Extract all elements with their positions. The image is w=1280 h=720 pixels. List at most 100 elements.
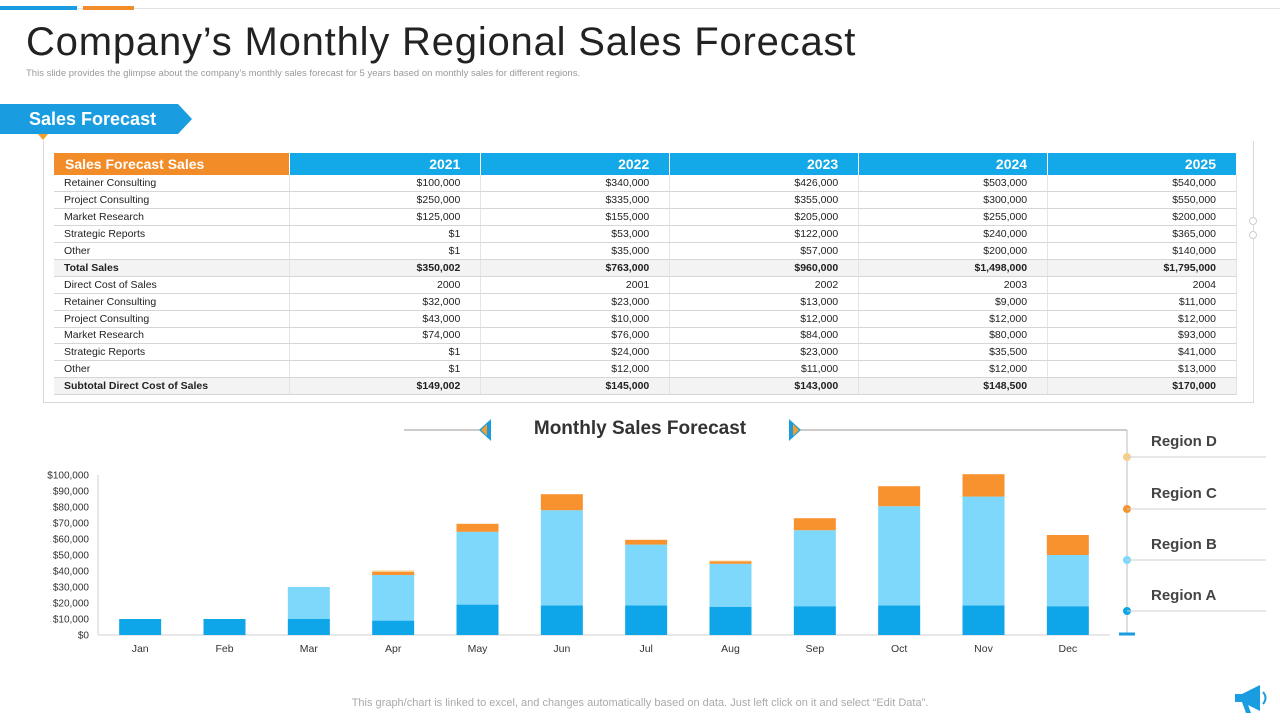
bar-region-c-may [456,523,499,532]
scroll-dot-icon [1249,231,1257,239]
y-tick-label: $80,000 [53,503,90,514]
x-tick-label: Jun [553,643,570,655]
table-cell: $205,000 [669,208,860,227]
table-cell: $43,000 [289,310,482,328]
row-label: Project Consulting [54,310,291,328]
table-cell: $1,498,000 [858,259,1049,277]
bar-region-c-apr [372,571,415,575]
table-cell: $35,000 [480,242,671,260]
table-cell: $300,000 [858,191,1049,210]
legend-region-a: Region A [1151,587,1217,604]
table-cell: $53,000 [480,225,671,244]
y-tick-label: $50,000 [53,551,90,562]
y-tick-label: $30,000 [53,583,90,594]
table-cell: $12,000 [480,360,671,379]
bar-region-b-jun [540,510,583,606]
legend-region-b: Region B [1151,536,1217,553]
table-row: Total Sales $350,002 $763,000 $960,000 $1,49… [54,259,1237,277]
top-divider [0,8,1280,9]
row-label: Strategic Reports [54,225,291,244]
section-banner: Sales Forecast [0,104,192,134]
table-cell: $23,000 [480,293,671,311]
x-tick-label: Dec [1058,643,1077,655]
bar-region-a-aug [709,607,752,635]
banner-pointer-icon [38,134,48,140]
table-cell: 2004 [1047,276,1237,294]
page-subtitle: This slide provides the glimpse about th… [26,68,581,79]
bar-region-c-oct [878,486,921,507]
bar-region-c-sep [793,518,836,531]
legend-region-c: Region C [1151,485,1217,502]
table-cell: $100,000 [289,175,482,193]
table-cell: $170,000 [1047,377,1237,396]
bar-region-a-sep [793,606,836,635]
table-cell: $250,000 [289,191,482,210]
table-cell: $148,500 [858,377,1049,396]
y-tick-label: $100,000 [47,471,89,482]
table-cell: $12,000 [1047,310,1237,328]
table-cell: $9,000 [858,293,1049,311]
table-cell: $1,795,000 [1047,259,1237,277]
bar-region-a-apr [372,620,415,635]
chevron-left-accent [481,424,487,436]
table-cell: $74,000 [289,327,482,345]
table-cell: 2003 [858,276,1049,294]
table-cell: $1 [289,225,482,244]
table-cell: $340,000 [480,175,671,193]
y-tick-label: $70,000 [53,519,90,530]
x-tick-label: Jan [132,643,149,655]
table-cell: $550,000 [1047,191,1237,210]
table-cell: 2002 [669,276,860,294]
table-cell: $335,000 [480,191,671,210]
table-cell: $1 [289,360,482,379]
row-label: Subtotal Direct Cost of Sales [54,377,291,396]
footer-note: This graph/chart is linked to excel, and… [351,697,929,709]
y-tick-label: $60,000 [53,535,90,546]
row-label: Retainer Consulting [54,175,291,193]
x-tick-label: Sep [805,643,824,655]
table-row: Subtotal Direct Cost of Sales $149,002 $14… [54,377,1237,396]
row-label: Strategic Reports [54,343,291,362]
table-header-label: Sales Forecast Sales [54,153,291,175]
table-cell: $93,000 [1047,327,1237,345]
bar-region-a-jul [625,605,668,635]
table-cell: $149,002 [289,377,482,396]
y-tick-label: $10,000 [53,615,90,626]
table-row: Other $1 $35,000 $57,000 $200,000 $140,000 [54,242,1237,260]
table-cell: $140,000 [1047,242,1237,260]
table-cell: $355,000 [669,191,860,210]
table-cell: $35,500 [858,343,1049,362]
bar-region-a-feb [203,619,246,635]
y-tick-label: $0 [78,631,90,642]
table-cell: 2000 [289,276,482,294]
table-header-year: 2021 [289,153,482,175]
bar-region-a-nov [962,605,1005,635]
chart-title: Monthly Sales Forecast [533,418,747,439]
bar-region-a-dec [1046,606,1089,635]
table-row: Strategic Reports $1 $53,000 $122,000 $240,0… [54,225,1237,244]
legend-region-d: Region D [1151,433,1217,450]
bar-region-a-mar [287,619,330,635]
row-label: Market Research [54,327,291,345]
bar-region-b-apr [372,575,415,621]
row-label: Project Consulting [54,191,291,210]
table-cell: $125,000 [289,208,482,227]
page-title: Company’s Monthly Regional Sales Forecas… [26,20,857,64]
table-cell: $13,000 [669,293,860,311]
x-tick-label: Jul [639,643,652,655]
bar-region-a-jun [540,605,583,635]
table-row: Other $1 $12,000 $11,000 $12,000 $13,000 [54,360,1237,379]
table-cell: $23,000 [669,343,860,362]
table-cell: $13,000 [1047,360,1237,379]
bar-region-c-nov [962,474,1005,497]
table-cell: $41,000 [1047,343,1237,362]
table-cell: $426,000 [669,175,860,193]
y-tick-label: $90,000 [53,487,90,498]
bar-region-b-aug [709,563,752,607]
table-cell: $350,002 [289,259,482,277]
accent-bar-blue [0,6,77,10]
y-tick-label: $40,000 [53,567,90,578]
table-row: Retainer Consulting $32,000 $23,000 $13,000… [54,293,1237,311]
table-cell: $80,000 [858,327,1049,345]
bar-region-b-sep [793,530,836,607]
